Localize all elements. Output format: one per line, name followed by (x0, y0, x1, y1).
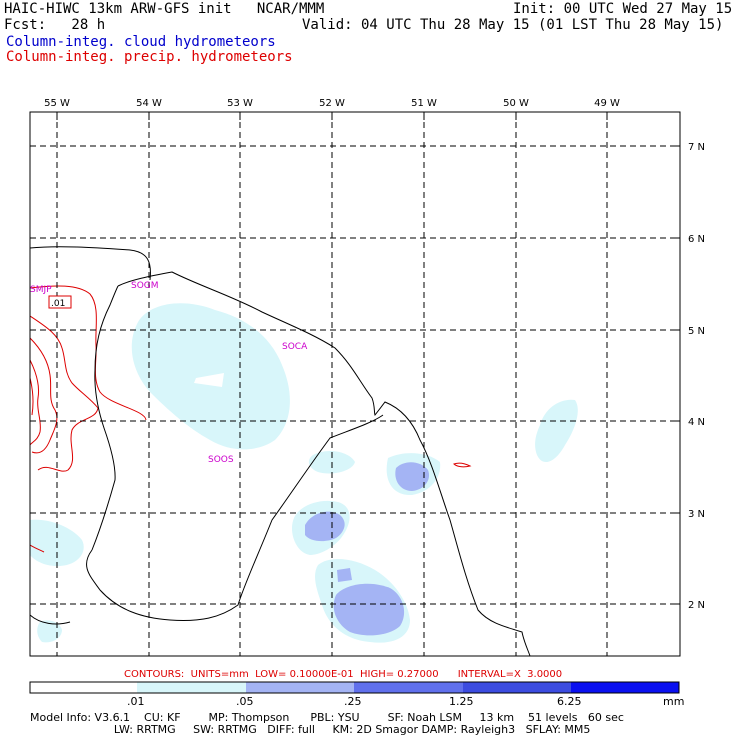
coastline-borders (30, 246, 531, 656)
colorbar-label: .01 (127, 695, 145, 708)
precip-hydrometeor-title: Column-integ. precip. hydrometeors (6, 49, 293, 65)
colorbar-label: 1.25 (449, 695, 474, 708)
valid-time: Valid: 04 UTC Thu 28 May 15 (01 LST Thu … (302, 17, 724, 33)
forecast-hour: Fcst: 28 h (4, 17, 106, 33)
lat-lon-grid (30, 112, 680, 656)
lat-label: 6 N (688, 234, 705, 245)
model-info-line2: LW: RRTMG SW: RRTMG DIFF: full KM: 2D Sm… (30, 723, 591, 736)
lat-label: 3 N (688, 509, 705, 520)
lon-label: 54 W (136, 98, 162, 109)
map-ticks (56, 112, 680, 605)
lon-label: 55 W (44, 98, 70, 109)
contour-label-box (48, 295, 72, 309)
lat-label: 5 N (688, 326, 705, 337)
cloud-hydrometeor-fill (30, 303, 578, 643)
station-label: SMJP (30, 285, 52, 295)
contour-info: CONTOURS: UNITS=mm LOW= 0.10000E-01 HIGH… (124, 669, 562, 680)
lon-label: 53 W (227, 98, 253, 109)
init-time: Init: 00 UTC Wed 27 May 15 (513, 1, 733, 17)
station-label: SOOS (208, 455, 234, 465)
lon-label: 50 W (503, 98, 529, 109)
plot-title: HAIC-HIWC 13km ARW-GFS init NCAR/MMM (4, 1, 325, 17)
lat-label: 4 N (688, 417, 705, 428)
colorbar-label: .25 (344, 695, 362, 708)
lon-label: 52 W (319, 98, 345, 109)
lon-label: 51 W (411, 98, 437, 109)
contour-label: .01 (51, 299, 65, 309)
colorbar (29, 681, 680, 694)
lat-label: 7 N (688, 142, 705, 153)
station-label: SOGM (131, 281, 159, 291)
colorbar-units: mm (663, 695, 685, 708)
model-info-line1: Model Info: V3.6.1 CU: KF MP: Thompson P… (30, 711, 624, 724)
colorbar-label: 6.25 (557, 695, 582, 708)
map-frame (29, 111, 681, 657)
colorbar-label: .05 (236, 695, 254, 708)
lat-label: 2 N (688, 600, 705, 611)
lon-label: 49 W (594, 98, 620, 109)
station-label: SOCA (282, 342, 308, 352)
cloud-hydrometeor-title: Column-integ. cloud hydrometeors (6, 34, 276, 50)
